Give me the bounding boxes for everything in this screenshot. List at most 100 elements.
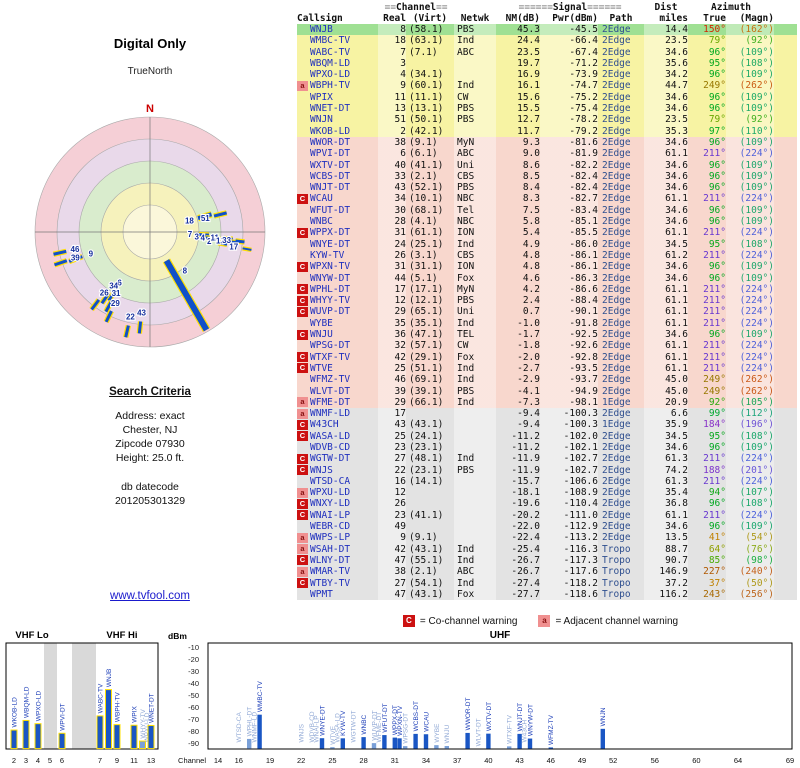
cell-tr: 96° [708, 441, 726, 453]
callsign-link[interactable]: WPMT [310, 588, 333, 600]
callsign-link[interactable]: WNJN [310, 114, 333, 126]
cell-virt: (66.1) [409, 396, 444, 408]
cell-pwr: -98.1 [540, 396, 598, 409]
callsign-link[interactable]: WFME-DT [310, 396, 351, 408]
callsign-link[interactable]: WPSG-DT [310, 340, 351, 352]
cell-mg: (109°) [726, 204, 774, 217]
callsign-link[interactable]: WLNY-DT [310, 554, 351, 566]
callsign-link[interactable]: WBQM-LD [310, 57, 351, 69]
callsign-link[interactable]: WWPS-LP [310, 532, 351, 544]
cell-nm: 23.5 [517, 46, 540, 58]
uhf-channel-tick: 37 [453, 756, 461, 765]
callsign-link[interactable]: WNMF-LD [310, 408, 351, 420]
callsign-link[interactable]: WNJB [310, 24, 333, 35]
cell-virt: (17.1) [409, 283, 444, 295]
adjacent-channel-marker: a [297, 487, 308, 498]
callsign-link[interactable]: WFMZ-TV [310, 374, 351, 386]
callsign-link[interactable]: WTVE [310, 362, 333, 374]
callsign-link[interactable]: KYW-TV [310, 249, 345, 261]
callsign-link[interactable]: WPXN-TV [310, 261, 351, 273]
cell-real: 2 [378, 125, 406, 137]
vhf-channel-tick: 11 [130, 756, 138, 765]
cell-dist: 44.7 [644, 80, 688, 92]
callsign-link[interactable]: WPXU-LD [310, 487, 351, 499]
channel-label: 39 [71, 254, 80, 263]
callsign-link[interactable]: WNJS [310, 464, 333, 476]
callsign-link[interactable]: WTXF-TV [310, 351, 351, 363]
callsign-link[interactable]: WNYE-DT [310, 238, 351, 250]
callsign-link[interactable]: WABC-TV [310, 46, 351, 58]
cell-tr: 96° [708, 204, 726, 216]
signal-bar [382, 735, 387, 749]
cell-pwr: -86.0 [540, 238, 598, 250]
callsign-link[interactable]: WKOB-LD [310, 125, 351, 137]
callsign-link[interactable]: W43CH [310, 419, 339, 431]
cell-mg: (109°) [726, 182, 774, 194]
callsign-link[interactable]: WEBR-CD [310, 521, 351, 533]
callsign-link[interactable]: WSAH-DT [310, 543, 351, 555]
tvfool-link[interactable]: www.tvfool.com [110, 590, 190, 602]
cell-tr: 37° [708, 577, 726, 589]
callsign-link[interactable]: WNJT-DT [310, 182, 351, 194]
polar-plot-title: Digital Only [113, 36, 187, 51]
co-channel-marker: C [297, 510, 308, 521]
callsign-link[interactable]: WPIX [310, 91, 333, 103]
cell-real: 35 [378, 317, 406, 330]
callsign-link[interactable]: WUVP-DT [310, 306, 351, 318]
callsign-link[interactable]: WHYY-TV [310, 295, 351, 307]
callsign-link[interactable]: WGTW-DT [310, 453, 351, 465]
callsign-link[interactable]: WCAU [310, 193, 333, 205]
cell-tr: 211° [703, 351, 726, 363]
cell-pwr: -116.3 [540, 543, 598, 555]
callsign-link[interactable]: WFUT-DT [310, 204, 351, 216]
co-channel-marker: C [297, 431, 308, 442]
callsign-link[interactable]: WTSD-CA [310, 475, 351, 487]
callsign-link[interactable]: WNET-DT [310, 103, 351, 115]
callsign-link[interactable]: WPVI-DT [310, 148, 351, 160]
callsign-link[interactable]: WNJU [310, 329, 333, 341]
cell-tr: 96° [708, 103, 726, 115]
cell-virt: (43.1) [409, 419, 444, 431]
station-spoke [211, 236, 221, 241]
cell-m: a [297, 544, 310, 555]
cell-path: 2Edge [602, 182, 631, 194]
cell-net [454, 441, 496, 454]
callsign-link[interactable]: WCBS-DT [310, 170, 351, 182]
callsign-link[interactable]: WWOR-DT [310, 136, 351, 148]
callsign-link[interactable]: WXTV-DT [310, 159, 351, 171]
cell-real: 3 [378, 57, 406, 70]
callsign-link[interactable]: WPHL-DT [310, 283, 351, 295]
cell-tr: 99° [708, 408, 726, 420]
callsign-link[interactable]: WDVB-CD [310, 441, 351, 453]
cell-nm: 9.0 [522, 148, 540, 160]
callsign-link[interactable]: WYBE [310, 317, 333, 329]
callsign-link[interactable]: WTBY-TV [310, 577, 351, 589]
callsign-link[interactable]: WMBC-TV [310, 35, 351, 47]
callsign-link[interactable]: WASA-LD [310, 430, 351, 442]
cell-path: 2Edge [602, 91, 631, 103]
signal-bar [507, 746, 512, 749]
cell-net: CW [454, 91, 496, 104]
callsign-link[interactable]: WMAR-TV [310, 566, 351, 578]
callsign-link[interactable]: WNBC [310, 216, 333, 228]
cell-m [297, 589, 310, 600]
callsign-link[interactable]: WPPX-DT [310, 227, 351, 239]
signal-bar [465, 732, 470, 749]
cell-net: Ind [454, 238, 496, 250]
cell-real: 27 [378, 577, 406, 589]
signal-bar [444, 746, 449, 749]
cell-path: 2Edge [602, 453, 631, 465]
callsign-link[interactable]: WBPH-TV [310, 80, 351, 92]
cell-net [454, 57, 496, 70]
cell-pwr: -108.9 [540, 487, 598, 499]
callsign-link[interactable]: WLVT-DT [310, 385, 351, 397]
cell-tr: 211° [703, 193, 726, 205]
callsign-link[interactable]: WNXY-LD [310, 498, 351, 510]
callsign-link[interactable]: WPXO-LD [310, 69, 351, 81]
signal-bar [257, 714, 262, 749]
callsign-link[interactable]: WNYW-DT [310, 272, 351, 284]
cell-nm: 8.5 [522, 170, 540, 182]
cell-virt: (13.1) [409, 103, 444, 115]
channel-label: 43 [137, 308, 146, 317]
callsign-link[interactable]: WNAI-LP [310, 509, 351, 521]
